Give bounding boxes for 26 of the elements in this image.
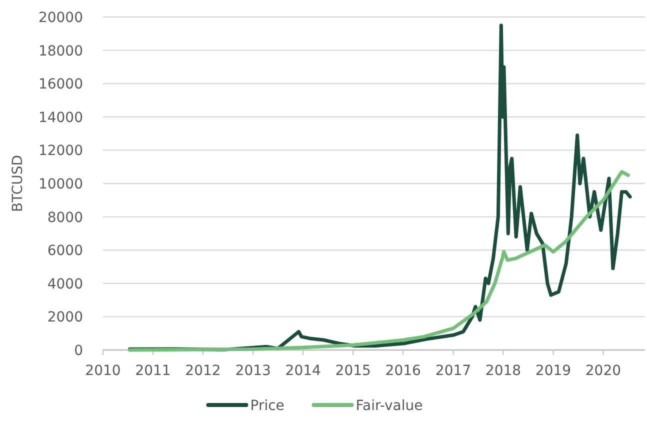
line-series bbox=[128, 170, 630, 352]
x-tick-label: 2016 bbox=[385, 363, 422, 379]
x-tick-label: 2010 bbox=[85, 363, 121, 379]
y-tick-label: 12000 bbox=[38, 143, 83, 160]
x-tick-label: 2014 bbox=[285, 363, 322, 379]
y-tick-label: 2000 bbox=[47, 310, 83, 326]
y-tick-label: 6000 bbox=[47, 243, 83, 260]
y-tick-label: 8000 bbox=[47, 210, 83, 226]
x-tick-label: 2012 bbox=[185, 363, 221, 379]
y-tick-label: 0 bbox=[74, 343, 83, 359]
x-tick-label: 2015 bbox=[335, 363, 371, 379]
x-tick-label: 2013 bbox=[235, 363, 271, 379]
x-tick-label: 2011 bbox=[135, 363, 171, 379]
y-tick-label: 18000 bbox=[38, 43, 83, 60]
y-tick-label: 16000 bbox=[38, 76, 83, 93]
y-tick-label: 20000 bbox=[38, 10, 83, 26]
legend-label: Fair-value bbox=[356, 398, 423, 414]
legend-label: Price bbox=[250, 398, 284, 414]
y-axis-title: BTCUSD bbox=[10, 154, 26, 212]
x-tick-label: 2018 bbox=[485, 363, 522, 379]
x-tick-label: 2017 bbox=[435, 363, 472, 379]
y-tick-label: 14000 bbox=[38, 110, 83, 126]
y-tick-label: 4000 bbox=[47, 276, 83, 292]
x-tick-label: 2020 bbox=[585, 363, 622, 379]
y-tick-label: 10000 bbox=[38, 176, 83, 192]
x-tick-label: 2019 bbox=[535, 363, 572, 379]
